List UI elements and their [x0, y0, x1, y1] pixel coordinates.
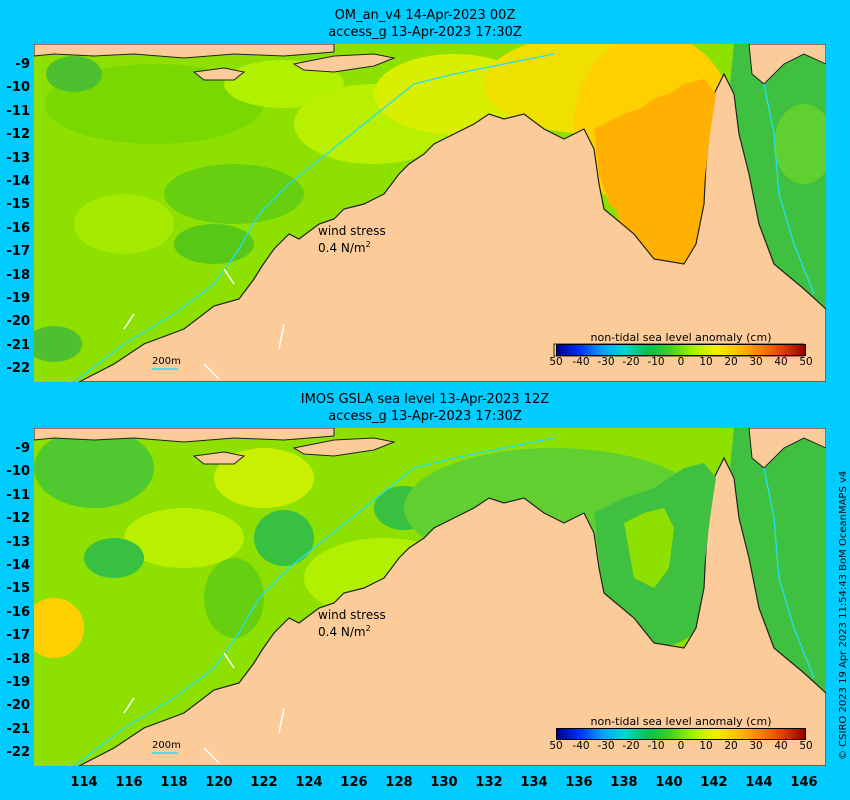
- y-tick-label: -14: [6, 174, 31, 189]
- y-tick-label: -14: [6, 558, 31, 573]
- panel-title-line1: OM_an_v4 14-Apr-2023 00Z: [334, 8, 516, 23]
- wind-stress-label: wind stress: [318, 608, 386, 622]
- x-tick-label: 146: [790, 775, 818, 790]
- y-tick-label: -20: [6, 698, 31, 714]
- y-tick-label: -9: [15, 441, 30, 456]
- colorbar-tick-label: 20: [724, 356, 738, 368]
- colorbar-tick-label: -30: [597, 740, 615, 752]
- wind-stress-label: wind stress: [318, 224, 386, 238]
- colorbar-tick-label: 50: [549, 740, 563, 752]
- panel-title-line2: access_g 13-Apr-2023 17:30Z: [328, 409, 522, 424]
- y-tick-label: -11: [6, 487, 31, 503]
- y-tick-label: -16: [6, 220, 31, 236]
- y-tick-label: -21: [6, 337, 31, 353]
- x-tick-label: 144: [745, 775, 773, 790]
- panel-title-line1: IMOS GSLA sea level 13-Apr-2023 12Z: [300, 392, 550, 407]
- y-tick-label: -11: [6, 103, 31, 119]
- x-tick-label: 116: [115, 775, 143, 790]
- colorbar-tick-label: 0: [677, 740, 685, 752]
- colorbar-tick-label: -20: [622, 356, 640, 368]
- map-panel-forecast: non-tidal sea level anomaly (cm) 50 -40 -3…: [34, 44, 826, 382]
- colorbar-tick-label: 0: [677, 356, 685, 368]
- x-tick-label: 118: [160, 775, 188, 790]
- y-tick-label: -17: [6, 628, 31, 644]
- colorbar-tick-label: 50: [799, 740, 813, 752]
- colorbar-tick-label: -40: [572, 356, 590, 368]
- y-tick-label: -17: [6, 244, 31, 260]
- wind-stress-value: 0.4 N/m: [318, 625, 366, 639]
- map-panel-observed: non-tidal sea level anomaly (cm) 50 -40 -3…: [34, 428, 826, 766]
- y-tick-label: -22: [6, 361, 31, 377]
- y-tick-label: -13: [6, 150, 31, 166]
- colorbar-tick-label: 10: [699, 356, 713, 368]
- y-tick-label: -21: [6, 721, 31, 737]
- y-tick-label: -10: [6, 464, 31, 480]
- x-tick-label: 130: [430, 775, 458, 790]
- credit-text: © CSIRO 2023 19 Apr 2023 11:54:43 BoM Oc…: [838, 470, 849, 760]
- panel-title-line2: access_g 13-Apr-2023 17:30Z: [328, 25, 522, 40]
- y-tick-label: -12: [6, 127, 31, 143]
- wind-stress-exponent: 2: [365, 240, 371, 249]
- wind-stress-legend: wind stress 0.4 N/m2: [318, 608, 386, 639]
- wind-stress-exponent: 2: [365, 624, 371, 633]
- colorbar-tick-label: 30: [749, 740, 763, 752]
- x-tick-label: 120: [205, 775, 233, 790]
- y-tick-label: -13: [6, 534, 31, 550]
- y-tick-label: -15: [6, 197, 31, 213]
- sea-level-map-svg: [34, 44, 826, 382]
- x-tick-label: 142: [700, 775, 728, 790]
- wind-stress-legend: wind stress 0.4 N/m2: [318, 224, 386, 255]
- x-tick-label: 126: [340, 775, 368, 790]
- x-tick-label: 114: [70, 775, 98, 790]
- y-tick-label: -19: [6, 675, 31, 690]
- colorbar-tick-label: -10: [647, 740, 665, 752]
- y-tick-label: -22: [6, 745, 31, 761]
- colorbar-tick-label: 30: [749, 356, 763, 368]
- x-tick-label: 138: [610, 775, 638, 790]
- y-tick-label: -12: [6, 511, 31, 527]
- x-tick-label: 122: [250, 775, 278, 790]
- colorbar-tick-label: 40: [774, 740, 788, 752]
- colorbar-tick-label: 40: [774, 356, 788, 368]
- colorbar-observed: non-tidal sea level anomaly (cm) 50 -40 -3…: [549, 715, 812, 754]
- x-tick-label: 136: [565, 775, 593, 790]
- colorbar-tick-label: -30: [597, 356, 615, 368]
- colorbar-title: non-tidal sea level anomaly (cm): [590, 331, 772, 344]
- colorbar-tick-label: 50: [549, 356, 563, 368]
- colorbar-gradient: [556, 344, 806, 356]
- colorbar-tick-label: -10: [647, 356, 665, 368]
- x-tick-label: 124: [295, 775, 323, 790]
- colorbar-ticks: 50 -40 -30 -20 -10 0 10 20 30 40 50: [549, 356, 812, 370]
- colorbar-tick-label: 50: [799, 356, 813, 368]
- y-tick-label: -20: [6, 314, 31, 330]
- colorbar-ticks: 50 -40 -30 -20 -10 0 10 20 30 40 50: [549, 740, 812, 754]
- y-tick-label: -10: [6, 80, 31, 96]
- y-tick-label: -18: [6, 267, 31, 283]
- colorbar-tick-label: -20: [622, 740, 640, 752]
- contour-200m-label: 200m: [152, 356, 181, 367]
- y-tick-label: -9: [15, 57, 30, 72]
- y-tick-label: -19: [6, 291, 31, 306]
- y-tick-label: -18: [6, 651, 31, 667]
- wind-stress-value: 0.4 N/m: [318, 241, 366, 255]
- x-tick-label: 128: [385, 775, 413, 790]
- x-tick-label: 134: [520, 775, 548, 790]
- colorbar-tick-label: 20: [724, 740, 738, 752]
- y-tick-label: -16: [6, 604, 31, 620]
- x-tick-label: 132: [475, 775, 503, 790]
- sea-level-map-svg: [34, 428, 826, 766]
- colorbar-gradient: [556, 728, 806, 740]
- colorbar-tick-label: -40: [572, 740, 590, 752]
- colorbar-title: non-tidal sea level anomaly (cm): [590, 715, 772, 728]
- x-tick-label: 140: [655, 775, 683, 790]
- colorbar-forecast: non-tidal sea level anomaly (cm) 50 -40 -3…: [549, 331, 812, 370]
- y-tick-label: -15: [6, 581, 31, 597]
- colorbar-tick-label: 10: [699, 740, 713, 752]
- contour-200m-label: 200m: [152, 740, 181, 751]
